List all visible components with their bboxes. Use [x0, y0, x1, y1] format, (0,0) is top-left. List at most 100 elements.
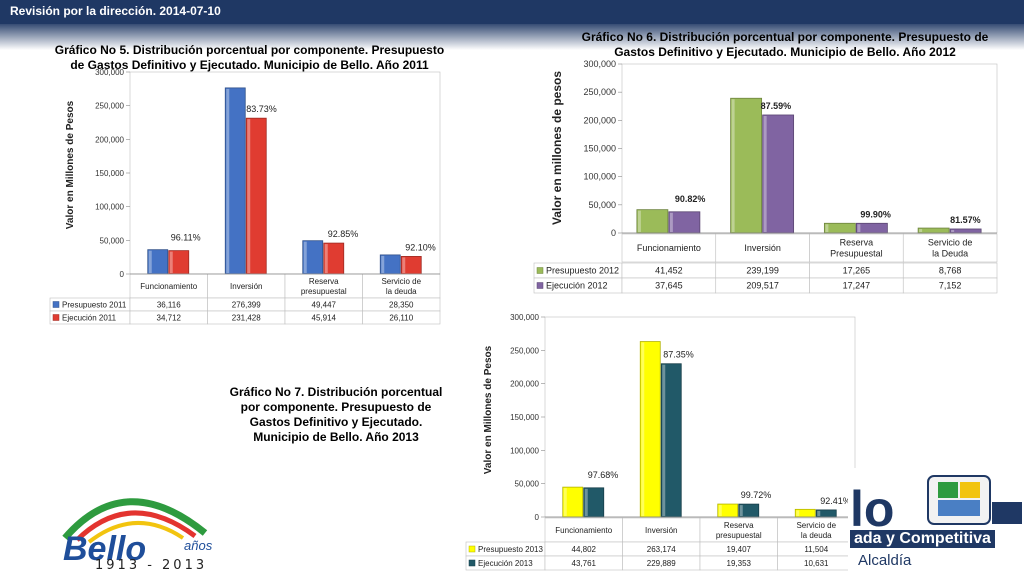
- percent-label: 92.41%: [820, 496, 851, 506]
- page-title: Revisión por la dirección. 2014-07-10: [10, 4, 221, 18]
- category-cell: [622, 517, 701, 543]
- alcaldia-label: Alcaldía: [858, 552, 912, 569]
- legend-label: Ejecución 2013: [478, 559, 533, 568]
- plot-area: [544, 316, 856, 518]
- bar-highlight: [669, 212, 673, 232]
- bar-highlight: [381, 255, 385, 273]
- category-label: presupuestal: [301, 287, 347, 296]
- y-tick-label: 50,000: [515, 480, 540, 489]
- bello-years: 1913 - 2013: [95, 558, 208, 573]
- bar-highlight: [763, 115, 767, 232]
- category-label: Servicio de: [796, 521, 836, 530]
- percent-label: 99.90%: [860, 209, 891, 219]
- bar-highlight: [739, 505, 743, 516]
- y-tick-label: 0: [120, 270, 125, 279]
- category-cell: [777, 517, 856, 543]
- bar-highlight: [825, 224, 829, 232]
- y-tick-label: 100,000: [510, 446, 539, 455]
- bar-highlight: [324, 244, 328, 273]
- bar-budget: [636, 209, 669, 234]
- category-label: Funcionamiento: [140, 282, 197, 291]
- table-value: 7,152: [939, 281, 962, 291]
- table-value: 49,447: [312, 301, 337, 310]
- y-tick-label: 300,000: [510, 313, 539, 322]
- y-tick-label: 250,000: [95, 102, 124, 111]
- bar-highlight: [637, 210, 641, 232]
- table-value: 209,517: [746, 281, 779, 291]
- table-value: 19,353: [727, 559, 752, 568]
- table-value: 239,199: [746, 266, 779, 276]
- alcaldia-logo-icon: lo: [848, 468, 1024, 576]
- percent-label: 92.10%: [405, 242, 436, 252]
- percent-label: 97.68%: [588, 470, 619, 480]
- bar-execution: [668, 211, 701, 234]
- table-value: 36,116: [157, 301, 181, 310]
- table-value: 41,452: [655, 266, 683, 276]
- y-tick-label: 50,000: [588, 200, 616, 210]
- bar-highlight: [796, 510, 800, 516]
- category-label: Inversión: [230, 282, 262, 291]
- bar-budget: [917, 227, 950, 234]
- bar-highlight: [169, 251, 173, 273]
- chart-2013: 0 50,000 100,000 150,000 200,000 250,000 300,0…: [465, 313, 856, 571]
- legend-label: Presupuesto 2012: [546, 266, 619, 276]
- percent-label: 99.72%: [741, 490, 772, 500]
- category-label: Presupuestal: [830, 249, 883, 259]
- table-cell: [902, 277, 998, 294]
- legend-label: Presupuesto 2013: [478, 545, 543, 554]
- y-tick-label: 100,000: [583, 172, 616, 182]
- svg-text:lo: lo: [850, 481, 894, 537]
- legend-swatch: [468, 559, 476, 567]
- category-label: Servicio de: [928, 238, 973, 248]
- percent-label: 90.82%: [675, 194, 706, 204]
- bar-highlight: [951, 229, 955, 232]
- category-label: Reserva: [840, 238, 874, 248]
- table-value: 19,407: [727, 545, 752, 554]
- percent-label: 87.35%: [663, 350, 694, 360]
- table-value: 11,504: [804, 545, 828, 554]
- category-cell: [362, 273, 441, 299]
- bar-highlight: [303, 241, 307, 273]
- y-tick-label: 250,000: [583, 87, 616, 97]
- bar-highlight: [857, 224, 861, 232]
- table-value: 229,889: [647, 559, 676, 568]
- category-cell: [129, 273, 208, 299]
- table-value: 263,174: [647, 545, 676, 554]
- category-label: Servicio de: [381, 277, 421, 286]
- header-shadow: [0, 24, 1024, 50]
- category-cell: [207, 273, 286, 299]
- category-label: la deuda: [386, 287, 417, 296]
- category-cell: [715, 233, 810, 263]
- bello-100-logo-icon: Bello: [62, 498, 208, 568]
- chart-2011: 0 50,000 100,000 150,000 200,000 250,000 300,0…: [49, 68, 441, 325]
- chart-2013-title: Gráfico No 7. Distribución porcentual po…: [229, 385, 443, 444]
- category-label: presupuestal: [716, 531, 762, 540]
- legend-swatch: [52, 301, 60, 308]
- slogan: ada y Competitiva: [850, 530, 995, 548]
- y-tick-label: 200,000: [95, 135, 124, 144]
- y-tick-label: 200,000: [510, 380, 539, 389]
- y-tick-label: 200,000: [583, 115, 616, 125]
- y-tick-label: 150,000: [95, 169, 124, 178]
- y-tick-label: 100,000: [95, 203, 124, 212]
- category-label: la deuda: [801, 531, 832, 540]
- bar-highlight: [563, 488, 567, 516]
- category-label: Reserva: [724, 521, 754, 530]
- chart-2011-title: Gráfico No 5. Distribución porcentual po…: [54, 43, 445, 72]
- category-cell: [699, 517, 778, 543]
- category-cell: [544, 517, 623, 543]
- bar-execution: [949, 228, 982, 234]
- percent-label: 96.11%: [171, 233, 201, 243]
- category-label: Inversión: [744, 243, 781, 253]
- table-value: 17,265: [843, 266, 871, 276]
- table-value: 26,110: [389, 314, 413, 323]
- table-value: 231,428: [232, 314, 261, 323]
- y-axis-label: Valor en millones de pesos: [550, 71, 564, 225]
- y-tick-label: 300,000: [583, 59, 616, 69]
- bar-highlight: [641, 342, 645, 516]
- y-axis-label: Valor en Millones de Pesos: [483, 345, 494, 474]
- percent-label: 81.57%: [950, 215, 981, 225]
- table-cell: [362, 310, 441, 325]
- percent-label: 83.73%: [246, 104, 277, 114]
- plot-area: [129, 71, 441, 275]
